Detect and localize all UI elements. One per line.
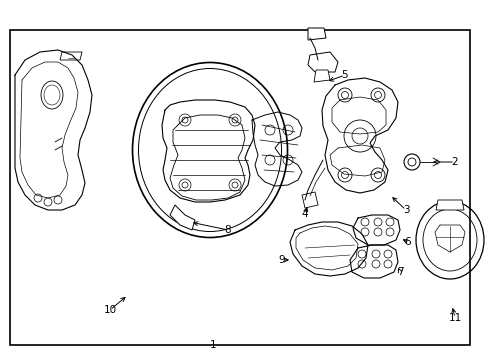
Text: 8: 8 [224,225,231,235]
Text: 3: 3 [402,205,408,215]
Polygon shape [307,28,325,40]
Text: 7: 7 [396,267,403,277]
Text: 2: 2 [451,157,457,167]
Polygon shape [307,52,337,72]
Text: 11: 11 [447,313,461,323]
Text: 1: 1 [209,340,216,350]
Polygon shape [435,200,463,210]
Text: 10: 10 [103,305,116,315]
Polygon shape [313,70,329,82]
Polygon shape [60,52,82,60]
Text: 4: 4 [301,209,307,219]
Bar [10,30,469,345]
Text: 5: 5 [341,70,347,80]
Polygon shape [302,192,317,208]
Text: 9: 9 [278,255,285,265]
Text: 6: 6 [404,237,410,247]
Polygon shape [170,205,195,230]
